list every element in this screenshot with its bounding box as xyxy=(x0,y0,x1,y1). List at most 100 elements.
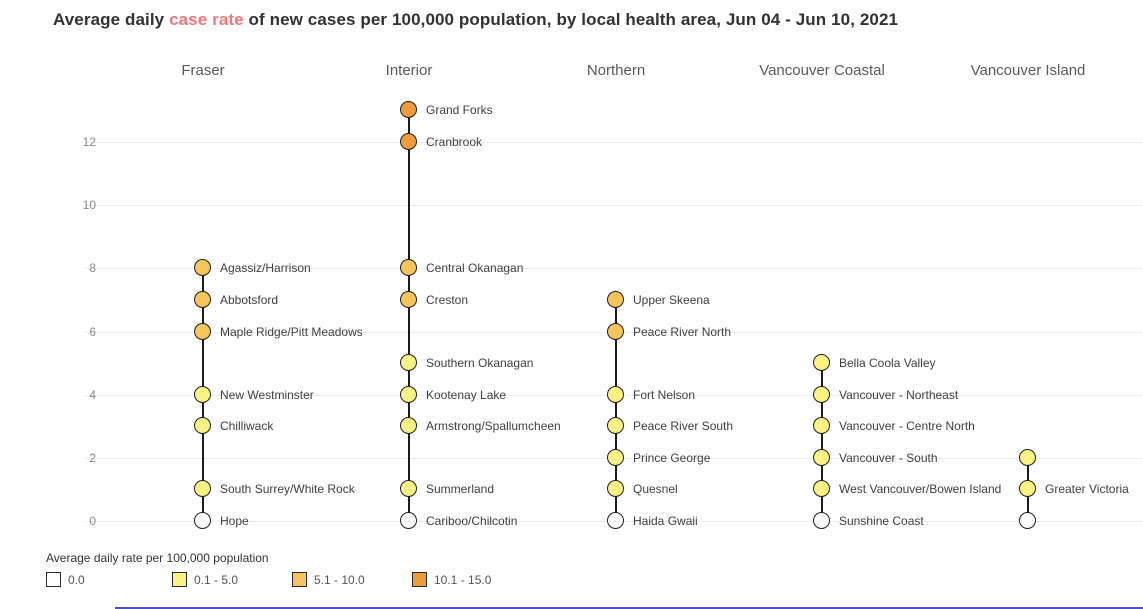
column-header: Vancouver Island xyxy=(970,62,1086,79)
data-point-dot[interactable] xyxy=(1019,512,1036,529)
data-point-dot[interactable] xyxy=(194,386,211,403)
legend-label: 10.1 - 15.0 xyxy=(434,572,492,587)
legend-label: 0.1 - 5.0 xyxy=(194,572,239,587)
data-point-label: Kootenay Lake xyxy=(426,388,507,402)
data-point-dot[interactable] xyxy=(607,417,624,434)
data-point-dot[interactable] xyxy=(607,480,624,497)
legend-label: 5.1 - 10.0 xyxy=(314,572,365,587)
legend-item[interactable]: 5.1 - 10.0 xyxy=(292,572,365,587)
data-point-dot[interactable] xyxy=(813,417,830,434)
data-point-label: Central Okanagan xyxy=(426,261,524,275)
data-point-dot[interactable] xyxy=(813,354,830,371)
data-point-dot[interactable] xyxy=(194,323,211,340)
data-point-label: Agassiz/Harrison xyxy=(220,261,311,275)
column-header: Vancouver Coastal xyxy=(759,62,885,79)
legend: 0.0 0.1 - 5.0 5.1 - 10.0 10.1 - 15.0 xyxy=(46,572,566,590)
y-axis-tick-label: 12 xyxy=(82,135,96,149)
data-point-label: Vancouver - South xyxy=(839,451,938,465)
data-point-dot[interactable] xyxy=(194,512,211,529)
data-point-dot[interactable] xyxy=(400,417,417,434)
data-point-dot[interactable] xyxy=(194,480,211,497)
column-header: Fraser xyxy=(181,62,225,79)
data-point-label: Cranbrook xyxy=(426,135,483,149)
data-point-label: Grand Forks xyxy=(426,103,493,117)
data-point-dot[interactable] xyxy=(194,259,211,276)
data-point-dot[interactable] xyxy=(813,386,830,403)
data-point-label: Greater Victoria xyxy=(1045,482,1129,496)
data-point-dot[interactable] xyxy=(194,291,211,308)
y-axis-tick-label: 8 xyxy=(89,261,96,275)
column-header: Northern xyxy=(586,62,646,79)
legend-item[interactable]: 0.1 - 5.0 xyxy=(172,572,238,587)
data-point-label: Hope xyxy=(220,514,249,528)
data-point-dot[interactable] xyxy=(400,354,417,371)
data-point-dot[interactable] xyxy=(1019,480,1036,497)
data-point-label: New Westminster xyxy=(220,388,314,402)
data-point-label: Sunshine Coast xyxy=(839,514,924,528)
data-point-label: Southern Okanagan xyxy=(426,356,534,370)
data-point-label: Maple Ridge/Pitt Meadows xyxy=(220,325,363,339)
y-axis-tick-label: 10 xyxy=(82,198,96,212)
title-prefix: Average daily xyxy=(53,10,170,29)
data-point-dot[interactable] xyxy=(400,512,417,529)
data-point-label: West Vancouver/Bowen Island xyxy=(839,482,1002,496)
data-point-label: Quesnel xyxy=(633,482,678,496)
title-highlight: case rate xyxy=(169,10,244,29)
data-point-dot[interactable] xyxy=(400,259,417,276)
title-suffix: of new cases per 100,000 population, by … xyxy=(243,10,899,29)
data-point-dot[interactable] xyxy=(607,291,624,308)
data-point-dot[interactable] xyxy=(607,449,624,466)
legend-item[interactable]: 0.0 xyxy=(46,572,85,587)
data-point-label: Prince George xyxy=(633,451,711,465)
legend-label: 0.0 xyxy=(68,572,85,587)
legend-title: Average daily rate per 100,000 populatio… xyxy=(46,551,269,565)
data-point-dot[interactable] xyxy=(1019,449,1036,466)
column-connector-line xyxy=(408,110,410,521)
data-point-label: Abbotsford xyxy=(220,293,279,307)
data-point-dot[interactable] xyxy=(813,512,830,529)
column-connector-line xyxy=(821,363,823,521)
data-point-dot[interactable] xyxy=(607,386,624,403)
column-header: Interior xyxy=(385,62,433,79)
data-point-dot[interactable] xyxy=(813,449,830,466)
gridline xyxy=(85,268,1143,269)
data-point-dot[interactable] xyxy=(400,101,417,118)
data-point-label: Chilliwack xyxy=(220,419,274,433)
data-point-dot[interactable] xyxy=(400,386,417,403)
data-point-dot[interactable] xyxy=(194,417,211,434)
y-axis-tick-label: 2 xyxy=(89,451,96,465)
data-point-label: Summerland xyxy=(426,482,495,496)
data-point-dot[interactable] xyxy=(607,512,624,529)
legend-item[interactable]: 10.1 - 15.0 xyxy=(412,572,491,587)
data-point-label: Vancouver - Northeast xyxy=(839,388,959,402)
data-point-label: Creston xyxy=(426,293,469,307)
data-point-dot[interactable] xyxy=(813,480,830,497)
data-point-label: Peace River North xyxy=(633,325,732,339)
data-point-dot[interactable] xyxy=(607,323,624,340)
column-connector-line xyxy=(615,300,617,521)
chart-title: Average daily case rate of new cases per… xyxy=(53,10,898,30)
y-axis-tick-label: 4 xyxy=(89,388,96,402)
gridline xyxy=(85,205,1143,206)
data-point-label: Armstrong/Spallumcheen xyxy=(426,419,561,433)
data-point-label: Fort Nelson xyxy=(633,388,696,402)
legend-swatch xyxy=(412,572,427,587)
data-point-label: Haida Gwaii xyxy=(633,514,698,528)
data-point-dot[interactable] xyxy=(400,133,417,150)
y-axis-tick-label: 6 xyxy=(89,325,96,339)
data-point-label: South Surrey/White Rock xyxy=(220,482,355,496)
data-point-label: Upper Skeena xyxy=(633,293,710,307)
legend-swatch xyxy=(172,572,187,587)
legend-swatch xyxy=(292,572,307,587)
data-point-dot[interactable] xyxy=(400,480,417,497)
legend-swatch xyxy=(46,572,61,587)
gridline xyxy=(85,142,1143,143)
bottom-divider xyxy=(115,607,1143,609)
data-point-label: Cariboo/Chilcotin xyxy=(426,514,518,528)
data-point-label: Vancouver - Centre North xyxy=(839,419,975,433)
data-point-label: Peace River South xyxy=(633,419,734,433)
y-axis-tick-label: 0 xyxy=(89,514,96,528)
data-point-dot[interactable] xyxy=(400,291,417,308)
